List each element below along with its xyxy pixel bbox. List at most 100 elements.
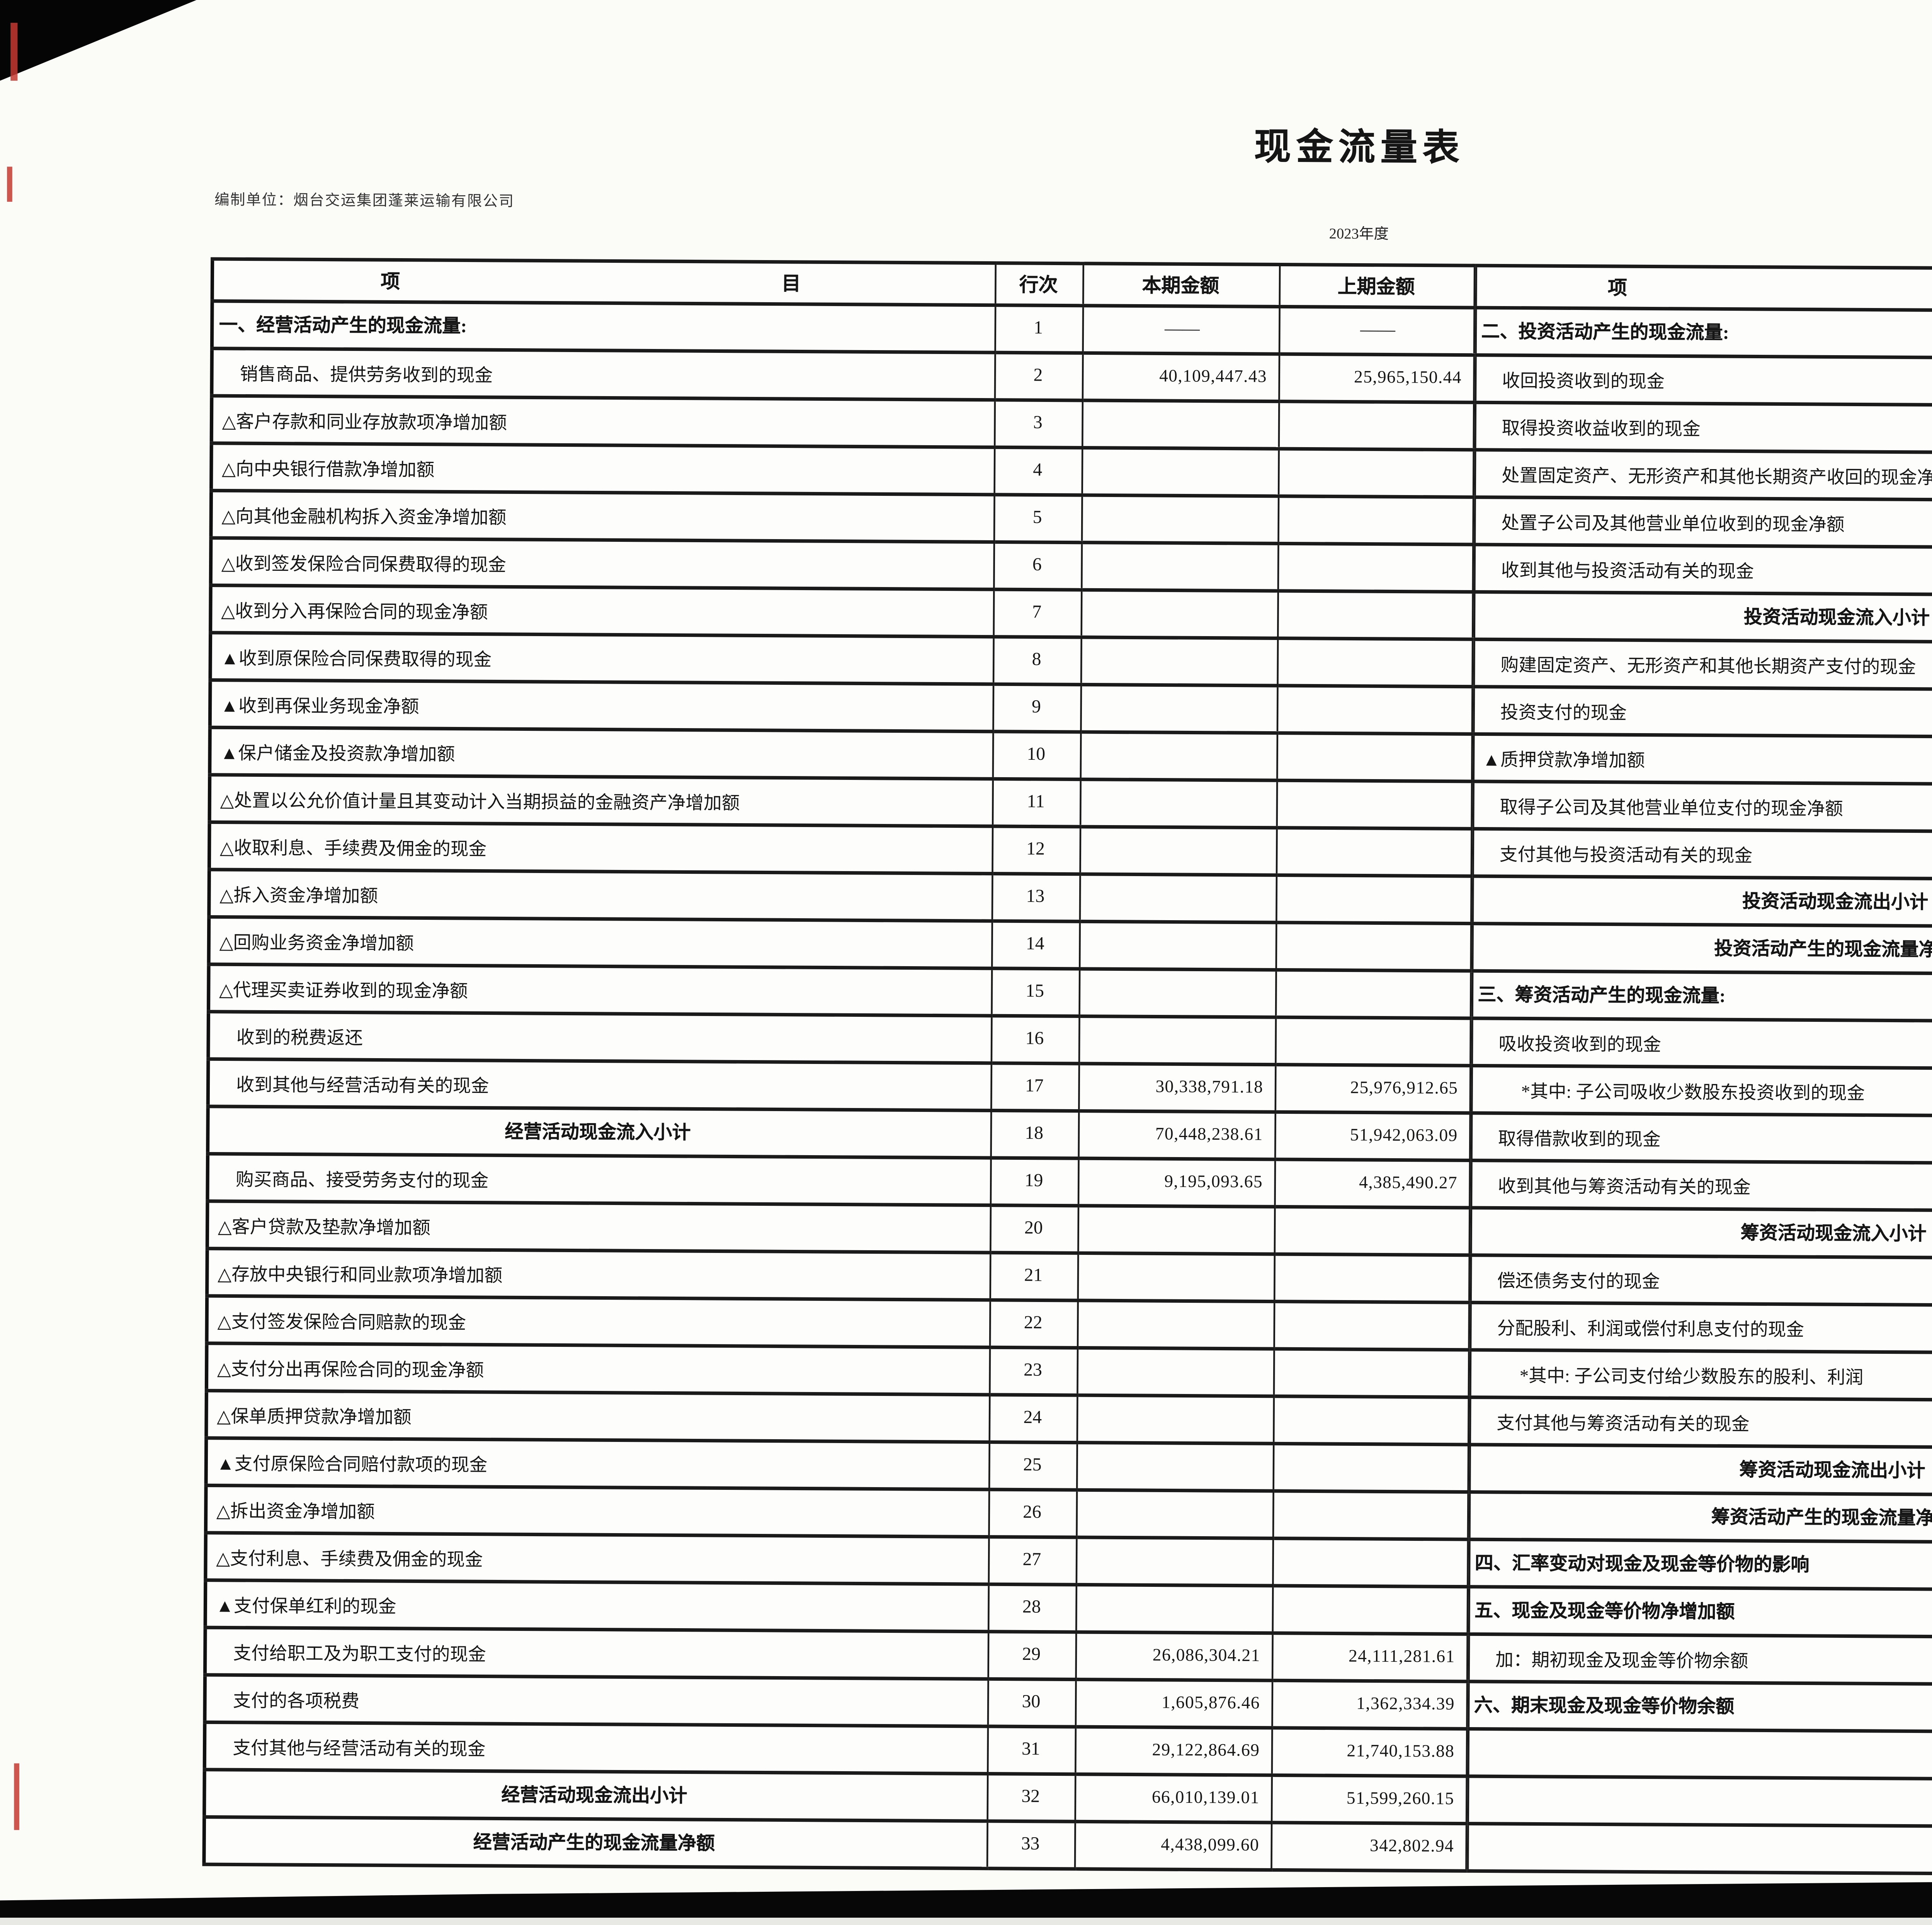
table-row: 66 bbox=[1467, 1823, 1932, 1877]
prior-amount bbox=[1276, 686, 1472, 734]
line-number: 32 bbox=[986, 1774, 1075, 1822]
item-label: ▲质押贷款净增加额 bbox=[1473, 734, 1932, 785]
table-row: 投资活动现金流入小计40176,834.43 bbox=[1473, 592, 1932, 646]
line-number: 16 bbox=[990, 1016, 1079, 1064]
item-label: 五、现金及现金等价物净增加额 bbox=[1468, 1586, 1932, 1638]
table-row: 收回投资收到的现金35 bbox=[1475, 355, 1932, 409]
line-number: 14 bbox=[991, 921, 1079, 969]
table-row: 四、汇率变动对现金及现金等价物的影响60 bbox=[1468, 1539, 1932, 1593]
item-label: 经营活动现金流出小计 bbox=[204, 1769, 987, 1821]
prior-amount: 342,802.94 bbox=[1270, 1822, 1466, 1871]
current-amount: 9,195,093.65 bbox=[1077, 1158, 1274, 1207]
item-label: △代理买卖证券收到的现金净额 bbox=[208, 964, 991, 1016]
item-label: ▲保户储金及投资款净增加额 bbox=[209, 727, 993, 779]
prior-amount bbox=[1276, 875, 1471, 924]
line-number: 12 bbox=[992, 826, 1080, 874]
prior-amount bbox=[1272, 1491, 1468, 1540]
cashflow-table-right: 项目 行次 本期金额 上期金额 二、投资活动产生的现金流量:34————收回投资… bbox=[1466, 264, 1932, 1879]
table-row: △支付利息、手续费及佣金的现金 27 bbox=[205, 1533, 1467, 1587]
item-label: 支付给职工及为职工支付的现金 bbox=[205, 1627, 988, 1679]
table-row: 支付其他与投资活动有关的现金45 bbox=[1472, 829, 1932, 882]
line-number: 23 bbox=[989, 1347, 1077, 1396]
prior-amount bbox=[1273, 1349, 1468, 1397]
table-row: 筹资活动现金流出小计58 bbox=[1469, 1444, 1932, 1498]
table-row: 偿还债务支付的现金54 bbox=[1470, 1255, 1932, 1309]
item-label: 四、汇率变动对现金及现金等价物的影响 bbox=[1468, 1539, 1932, 1591]
table-row: ▲收到原保险合同保费取得的现金 8 bbox=[210, 633, 1472, 687]
item-label: △保单质押贷款净增加额 bbox=[206, 1391, 989, 1442]
table-row: ▲质押贷款净增加额43 bbox=[1473, 734, 1932, 788]
table-row: 支付给职工及为职工支付的现金 29 26,086,304.21 24,111,281.… bbox=[205, 1627, 1467, 1682]
table-row: 购买商品、接受劳务支付的现金 19 9,195,093.65 4,385,490.27 bbox=[207, 1154, 1469, 1208]
item-label: 销售商品、提供劳务收到的现金 bbox=[211, 348, 995, 400]
col-prior: 上期金额 bbox=[1279, 264, 1474, 308]
item-label bbox=[1467, 1776, 1932, 1828]
item-label: ▲收到再保业务现金净额 bbox=[210, 680, 993, 732]
table-row: 分配股利、利润或偿付利息支付的现金55 bbox=[1469, 1302, 1932, 1356]
table-row: 投资活动产生的现金流量净额47176,834.43 bbox=[1471, 923, 1932, 977]
table-row: △收到分入再保险合同的现金净额 7 bbox=[210, 585, 1472, 640]
item-label: 收到其他与投资活动有关的现金 bbox=[1474, 544, 1932, 596]
item-label: △拆入资金净增加额 bbox=[209, 869, 992, 921]
current-amount: 26,086,304.21 bbox=[1075, 1632, 1272, 1681]
item-label: 偿还债务支付的现金 bbox=[1470, 1255, 1932, 1307]
prior-amount bbox=[1274, 1207, 1469, 1255]
prior-amount: 25,976,912.65 bbox=[1274, 1064, 1470, 1113]
table-row: △向其他金融机构拆入资金净增加额 5 bbox=[211, 490, 1473, 545]
line-number: 7 bbox=[993, 589, 1081, 637]
table-row: △支付分出再保险合同的现金净额 23 bbox=[206, 1343, 1468, 1397]
line-number: 20 bbox=[990, 1205, 1078, 1253]
current-amount bbox=[1081, 495, 1278, 544]
table-row: 经营活动现金流出小计 32 66,010,139.01 51,599,260.15 bbox=[204, 1769, 1466, 1824]
table-row: △拆入资金净增加额 13 bbox=[209, 869, 1471, 924]
item-label: 支付的各项税费 bbox=[204, 1675, 988, 1726]
table-row: 筹资活动现金流入小计53 bbox=[1470, 1208, 1932, 1261]
line-number: 4 bbox=[993, 447, 1082, 495]
table-row: *其中: 子公司支付给少数股东的股利、利润56 bbox=[1469, 1350, 1932, 1404]
current-amount bbox=[1079, 779, 1276, 828]
table-row: △回购业务资金净增加额 14 bbox=[209, 917, 1471, 971]
current-amount bbox=[1077, 1253, 1274, 1302]
line-number: 6 bbox=[993, 542, 1081, 590]
prior-amount bbox=[1273, 1396, 1468, 1445]
item-label: 投资活动产生的现金流量净额 bbox=[1471, 923, 1932, 975]
item-label: 购建固定资产、无形资产和其他长期资产支付的现金 bbox=[1473, 639, 1932, 691]
cashflow-tables: 项目 行次 本期金额 上期金额 一、经营活动产生的现金流量: 1 —— —— 销售商品、… bbox=[202, 257, 1932, 1879]
current-amount bbox=[1076, 1395, 1273, 1444]
period-label: 2023年度 bbox=[1329, 224, 1389, 242]
table-row: ▲保户储金及投资款净增加额 10 bbox=[209, 727, 1471, 781]
line-number: 13 bbox=[991, 873, 1080, 922]
item-label: 处置子公司及其他营业单位收到的现金净额 bbox=[1474, 497, 1932, 548]
item-label: ▲支付保单红利的现金 bbox=[205, 1580, 988, 1632]
item-label: 一、经营活动产生的现金流量: bbox=[212, 301, 995, 353]
table-row: △代理买卖证券收到的现金净额 15 bbox=[208, 964, 1470, 1018]
table-row: 取得借款收到的现金51 bbox=[1471, 1113, 1932, 1167]
current-amount: 40,109,447.43 bbox=[1082, 353, 1279, 402]
table-row: 取得子公司及其他营业单位支付的现金净额44 bbox=[1472, 781, 1932, 835]
item-label: △客户贷款及垫款净增加额 bbox=[207, 1201, 990, 1253]
current-amount bbox=[1079, 874, 1276, 923]
line-number: 21 bbox=[989, 1253, 1078, 1300]
item-label: *其中: 子公司吸收少数股东投资收到的现金 bbox=[1471, 1065, 1932, 1117]
line-number: 8 bbox=[992, 637, 1081, 685]
table-header-row: 项目 行次 本期金额 上期金额 bbox=[1475, 266, 1932, 314]
line-number: 9 bbox=[992, 684, 1080, 732]
table-row: 投资活动现金流出小计46 bbox=[1472, 876, 1932, 930]
table-row: 经营活动现金流入小计 18 70,448,238.61 51,942,063.09 bbox=[207, 1106, 1469, 1161]
current-amount: —— bbox=[1082, 305, 1279, 354]
col-item: 项目 bbox=[212, 259, 995, 305]
prior-amount: 4,385,490.27 bbox=[1274, 1159, 1469, 1208]
item-label: △支付签发保险合同赔款的现金 bbox=[207, 1296, 990, 1348]
current-amount bbox=[1075, 1537, 1272, 1586]
item-label: △向中央银行借款净增加额 bbox=[211, 443, 994, 495]
prior-amount bbox=[1275, 922, 1471, 971]
line-number: 1 bbox=[994, 305, 1082, 353]
current-amount: 1,605,876.46 bbox=[1075, 1679, 1272, 1728]
prior-amount bbox=[1273, 1301, 1468, 1350]
item-label: 取得子公司及其他营业单位支付的现金净额 bbox=[1472, 781, 1932, 833]
item-label: △收到签发保险合同保费取得的现金 bbox=[211, 538, 993, 590]
table-header-row: 项目 行次 本期金额 上期金额 bbox=[212, 259, 1474, 308]
line-number: 33 bbox=[986, 1821, 1075, 1869]
prior-amount: 1,362,334.39 bbox=[1271, 1680, 1466, 1729]
current-amount bbox=[1081, 542, 1278, 591]
